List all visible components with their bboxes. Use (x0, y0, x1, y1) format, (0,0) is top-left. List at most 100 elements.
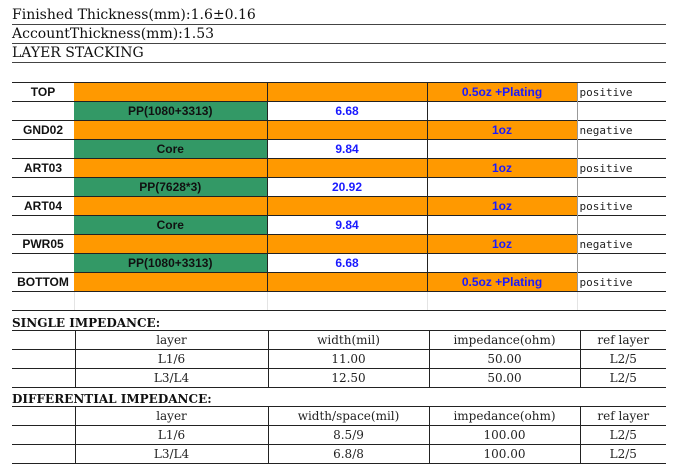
copper-fill (74, 234, 267, 254)
empty-cell (12, 330, 75, 350)
copper-fill (74, 120, 267, 140)
empty-cell (426, 177, 577, 197)
cell: L2/5 (579, 349, 666, 369)
account-thickness: AccountThickness(mm):1.53 (12, 25, 666, 44)
empty-cell (12, 253, 74, 273)
header-row: layer width(mil) impedance(ohm) ref layer (12, 330, 666, 350)
copper-weight: 1oz (426, 196, 577, 216)
empty-cell (426, 139, 577, 159)
dielectric-thickness: 6.68 (266, 101, 427, 121)
cell: 12.50 (267, 368, 429, 388)
dielectric-material: PP(7628*3) (74, 177, 267, 197)
empty-cell (12, 444, 75, 464)
table-row: L1/6 8.5/9 100.00 L2/5 (12, 425, 666, 445)
empty-cell (426, 253, 577, 273)
polarity: negative (576, 234, 666, 254)
dielectric-layer-row: Core 9.84 (12, 139, 666, 159)
copper-weight: 1oz (426, 234, 577, 254)
differential-impedance-table: layer width/space(mil) impedance(ohm) ref l… (12, 406, 666, 464)
empty-cell (12, 101, 74, 121)
empty-cell (12, 368, 75, 388)
polarity: positive (576, 158, 666, 178)
cell: 6.8/8 (267, 444, 429, 464)
layer-name: GND02 (12, 120, 74, 140)
cell: 100.00 (428, 425, 580, 445)
cell: L3/L4 (74, 444, 268, 464)
cell: 100.00 (428, 444, 580, 464)
empty-cell (12, 406, 75, 426)
copper-fill (74, 158, 267, 178)
empty-cell (576, 177, 666, 197)
copper-fill (266, 272, 427, 292)
column-header: width/space(mil) (267, 406, 429, 426)
dielectric-layer-row: PP(1080+3313) 6.68 (12, 253, 666, 273)
copper-layer-row: ART04 1oz positive (12, 196, 666, 216)
layer-name: PWR05 (12, 234, 74, 254)
copper-fill (266, 82, 427, 102)
column-header: impedance(ohm) (428, 406, 580, 426)
copper-fill (74, 82, 267, 102)
copper-layer-row: ART03 1oz positive (12, 158, 666, 178)
polarity: positive (576, 196, 666, 216)
copper-layer-row: PWR05 1oz negative (12, 234, 666, 254)
dielectric-thickness: 9.84 (266, 139, 427, 159)
cell: 50.00 (428, 349, 580, 369)
copper-fill (266, 196, 427, 216)
empty-cell (576, 139, 666, 159)
dielectric-layer-row: Core 9.84 (12, 215, 666, 235)
empty-cell (576, 253, 666, 273)
copper-weight: 0.5oz +Plating (426, 272, 577, 292)
layer-name: ART04 (12, 196, 74, 216)
cell: L1/6 (74, 349, 268, 369)
dielectric-layer-row: PP(7628*3) 20.92 (12, 177, 666, 197)
finished-thickness: Finished Thickness(mm):1.6±0.16 (12, 6, 666, 25)
dielectric-material: Core (74, 215, 267, 235)
layer-name: TOP (12, 82, 74, 102)
cell: 50.00 (428, 368, 580, 388)
cell: L2/5 (579, 368, 666, 388)
copper-fill (74, 196, 267, 216)
empty-cell (576, 101, 666, 121)
table-row: L1/6 11.00 50.00 L2/5 (12, 349, 666, 369)
layer-name: ART03 (12, 158, 74, 178)
cell: 11.00 (267, 349, 429, 369)
column-header: layer (74, 406, 268, 426)
copper-fill (74, 272, 267, 292)
cell: L2/5 (579, 444, 666, 464)
single-impedance-table: layer width(mil) impedance(ohm) ref layer L1… (12, 330, 666, 388)
dielectric-thickness: 6.68 (266, 253, 427, 273)
column-header: layer (74, 330, 268, 350)
copper-fill (266, 120, 427, 140)
table-row: L3/L4 12.50 50.00 L2/5 (12, 368, 666, 388)
differential-impedance-title: DIFFERENTIAL IMPEDANCE: (12, 392, 212, 406)
single-impedance-title: SINGLE IMPEDANCE: (12, 316, 161, 330)
copper-weight: 0.5oz +Plating (426, 82, 577, 102)
column-header: ref layer (579, 330, 666, 350)
column-header: impedance(ohm) (428, 330, 580, 350)
dielectric-thickness: 9.84 (266, 215, 427, 235)
empty-cell (12, 425, 75, 445)
empty-cell (426, 215, 577, 235)
table-row: L3/L4 6.8/8 100.00 L2/5 (12, 444, 666, 464)
empty-cell (12, 349, 75, 369)
empty-cell (12, 139, 74, 159)
blank-row (12, 291, 666, 311)
empty-cell (426, 101, 577, 121)
dielectric-material: PP(1080+3313) (74, 253, 267, 273)
dielectric-material: PP(1080+3313) (74, 101, 267, 121)
column-header: width(mil) (267, 330, 429, 350)
copper-layer-row: TOP 0.5oz +Plating positive (12, 82, 666, 102)
polarity: negative (576, 120, 666, 140)
column-header: ref layer (579, 406, 666, 426)
empty-cell (12, 215, 74, 235)
empty-cell (12, 177, 74, 197)
layer-name: BOTTOM (12, 272, 74, 292)
empty-cell (576, 215, 666, 235)
header-row: layer width/space(mil) impedance(ohm) ref l… (12, 406, 666, 426)
copper-weight: 1oz (426, 158, 577, 178)
dielectric-thickness: 20.92 (266, 177, 427, 197)
copper-fill (266, 234, 427, 254)
polarity: positive (576, 82, 666, 102)
cell: 8.5/9 (267, 425, 429, 445)
copper-layer-row: BOTTOM 0.5oz +Plating positive (12, 272, 666, 292)
